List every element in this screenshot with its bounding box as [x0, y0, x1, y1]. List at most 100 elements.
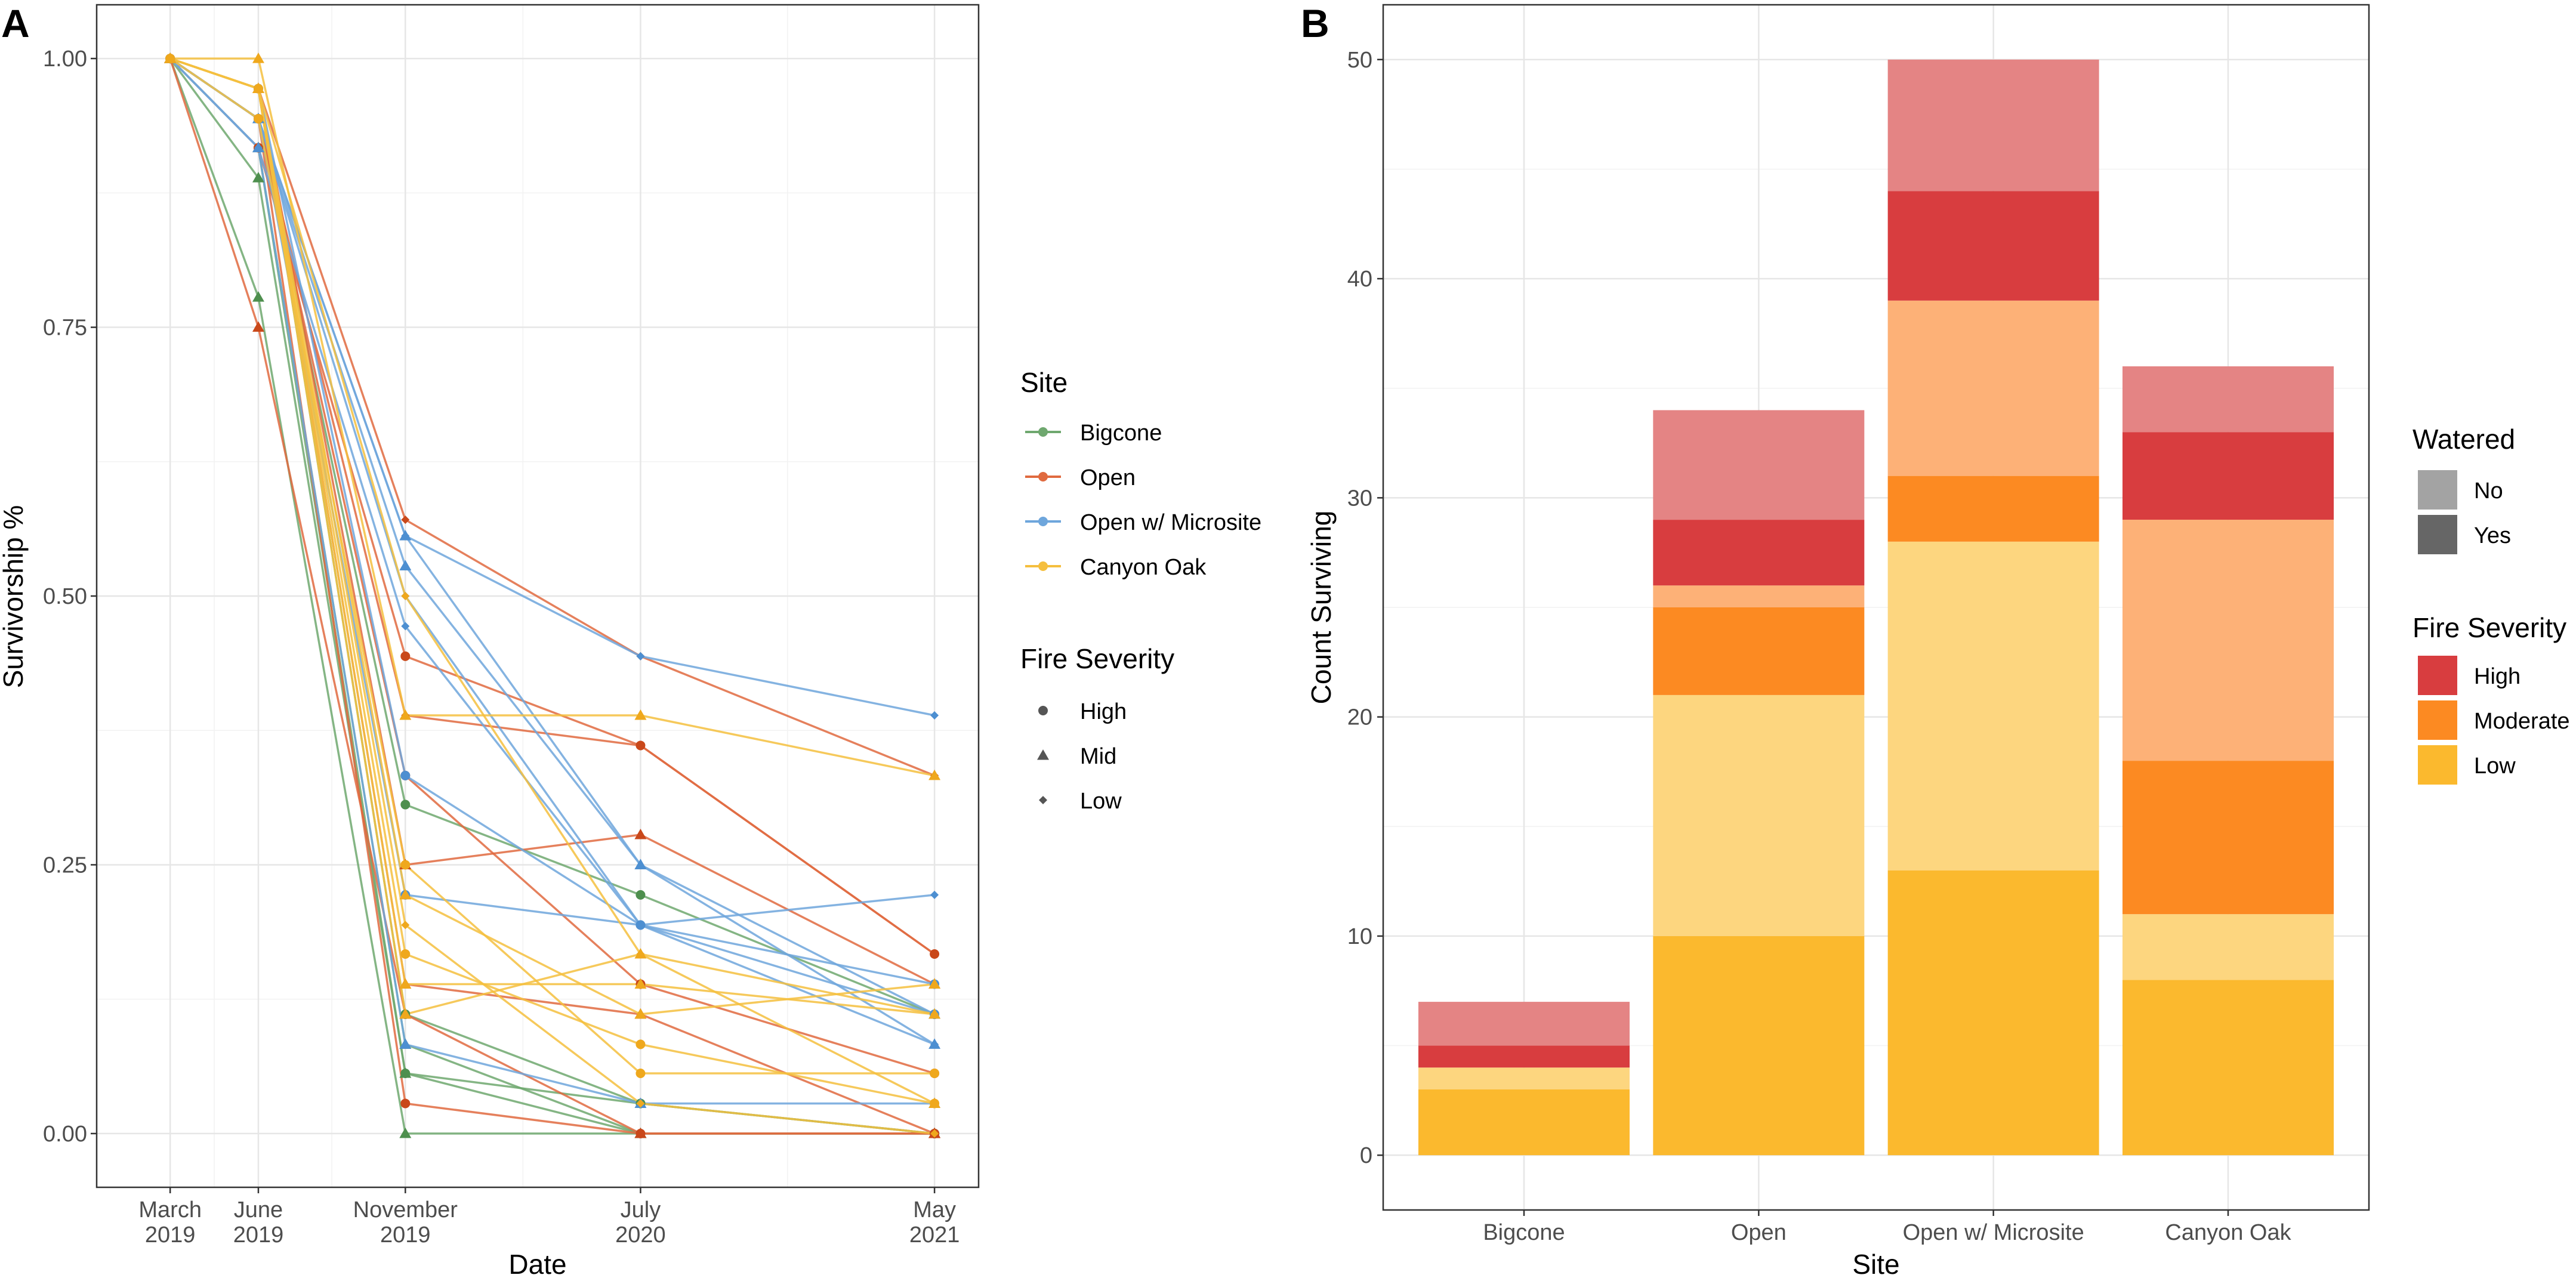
- data-point-mid: [634, 978, 647, 989]
- bar-segment-bigcone-high-yes: [1418, 1045, 1630, 1068]
- data-point-low: [930, 1040, 939, 1049]
- panel-a-x-tick-label-month: May: [913, 1197, 956, 1223]
- data-point-low: [930, 1129, 939, 1138]
- bar-segment-open-moderate-no: [1653, 585, 1865, 607]
- bar-segment-open-w-microsite-low-yes: [1887, 870, 2099, 1156]
- data-point-mid: [252, 82, 264, 94]
- legend-key-severity-high: [2418, 656, 2457, 695]
- panel-b-x-tick-label: Open: [1731, 1220, 1787, 1245]
- legend-key-open-marker: [1038, 472, 1048, 481]
- data-point-mid: [252, 321, 264, 332]
- bar-segment-bigcone-low-no: [1418, 1067, 1630, 1089]
- data-point-low: [930, 711, 939, 720]
- panel-b-x-tick-label: Bigcone: [1483, 1220, 1565, 1245]
- data-point-low: [930, 890, 939, 899]
- data-point-high: [930, 1069, 940, 1079]
- panel-b-y-tick-label: 0: [1360, 1143, 1372, 1168]
- legend-label-severity: High: [2474, 664, 2521, 689]
- data-point-high: [400, 1069, 411, 1079]
- legend-label-severity: Mid: [1080, 744, 1116, 769]
- data-point-high: [400, 651, 411, 661]
- data-point-mid: [252, 291, 264, 302]
- data-point-mid: [634, 859, 647, 869]
- bar-segment-open-high-yes: [1653, 520, 1865, 586]
- panel-a-y-tick-label: 0.25: [43, 853, 87, 878]
- panel-a-x-tick-label-year: 2019: [145, 1223, 196, 1248]
- data-point-mid: [399, 1038, 412, 1049]
- panel-b-y-tick-label: 30: [1347, 486, 1372, 511]
- panel-a-x-tick-label-month: March: [138, 1197, 202, 1223]
- bar-segment-bigcone-high-no: [1418, 1002, 1630, 1046]
- bar-segment-canyon-oak-moderate-no: [2122, 520, 2334, 761]
- legend-watered-title: Watered: [2413, 424, 2515, 455]
- panel-a-y-tick-label: 0.50: [43, 584, 87, 609]
- panel-a-x-tick-label-month: June: [234, 1197, 283, 1223]
- panel-a-y-tick-label: 1.00: [43, 47, 87, 72]
- data-point-low: [401, 921, 410, 930]
- data-point-mid: [634, 829, 647, 839]
- data-point-mid: [928, 1008, 941, 1019]
- data-point-mid: [164, 53, 177, 63]
- bar-segment-open-moderate-yes: [1653, 607, 1865, 695]
- bar-segment-canyon-oak-moderate-yes: [2122, 761, 2334, 915]
- panel-a-x-tick-label-month: July: [621, 1197, 661, 1223]
- data-point-high: [400, 949, 411, 959]
- panel-b-y-tick-label: 50: [1347, 48, 1372, 73]
- legend-key-low-diamond-icon: [1039, 796, 1047, 804]
- bar-segment-open-w-microsite-moderate-yes: [1887, 476, 2099, 542]
- legend-label-site: Open w/ Microsite: [1080, 510, 1261, 535]
- data-point-high: [635, 1128, 646, 1138]
- legend-key-severity-low: [2418, 745, 2457, 785]
- data-point-mid: [634, 709, 647, 720]
- data-point-low: [636, 652, 645, 660]
- data-point-high: [635, 920, 646, 930]
- legend-site-title: Site: [1020, 367, 1068, 398]
- panel-a-legend: Site Bigcone Open Open w/ Microsite Canyon …: [1020, 367, 1261, 814]
- panel-b-y-tick-label: 10: [1347, 924, 1372, 949]
- data-point-high: [930, 949, 940, 959]
- data-point-high: [400, 770, 411, 780]
- data-point-high: [635, 890, 646, 900]
- panel-b-y-tick-label: 40: [1347, 267, 1372, 292]
- bar-segment-open-low-no: [1653, 694, 1865, 936]
- data-point-high: [400, 860, 411, 870]
- panel-a-y-tick-label: 0.75: [43, 316, 87, 341]
- bar-segment-open-w-microsite-moderate-no: [1887, 300, 2099, 476]
- panel-a-x-tick-label-year: 2020: [615, 1223, 666, 1248]
- data-point-high: [400, 799, 411, 810]
- data-point-low: [401, 515, 410, 524]
- panel-a-x-tick-label-year: 2019: [380, 1223, 431, 1248]
- panel-b-y-tick-label: 20: [1347, 705, 1372, 730]
- data-point-mid: [928, 1097, 941, 1108]
- bar-segment-open-low-yes: [1653, 936, 1865, 1156]
- bar-segment-canyon-oak-low-yes: [2122, 980, 2334, 1156]
- panel-b-legend: Watered No Yes Fire Severity High Moderate…: [2413, 424, 2570, 785]
- bar-segment-open-w-microsite-high-yes: [1887, 191, 2099, 301]
- data-point-high: [635, 1069, 646, 1079]
- legend-key-bigcone-marker: [1038, 427, 1048, 437]
- panel-a-x-tick-label-month: November: [353, 1197, 458, 1223]
- data-point-low: [401, 592, 410, 600]
- data-point-mid: [399, 1008, 412, 1019]
- data-point-high: [635, 740, 646, 751]
- data-point-mid: [399, 888, 412, 900]
- bar-segment-canyon-oak-high-no: [2122, 366, 2334, 433]
- data-point-high: [635, 1039, 646, 1049]
- legend-key-mid-triangle-icon: [1037, 749, 1049, 760]
- legend-key-watered-no: [2418, 470, 2457, 510]
- data-point-mid: [399, 530, 412, 541]
- legend-label-site: Canyon Oak: [1080, 555, 1207, 580]
- legend-fire-severity-title: Fire Severity: [1020, 643, 1174, 674]
- bar-segment-canyon-oak-high-yes: [2122, 432, 2334, 520]
- legend-b-fire-severity-title: Fire Severity: [2413, 612, 2566, 643]
- legend-label-site: Bigcone: [1080, 421, 1162, 446]
- data-point-mid: [399, 560, 412, 571]
- panel-a-x-axis-title: Date: [508, 1249, 566, 1278]
- panel-b: B 0 10 20 30 40 50 Bigcone Open Open w/ Microsi…: [1301, 1, 2570, 1278]
- legend-label-watered: Yes: [2474, 523, 2511, 548]
- data-point-mid: [928, 769, 941, 780]
- panel-a: A 0.000.250.500.751.00 March2019June2019…: [0, 1, 1261, 1278]
- data-point-mid: [252, 172, 264, 183]
- panel-b-label: B: [1301, 1, 1329, 45]
